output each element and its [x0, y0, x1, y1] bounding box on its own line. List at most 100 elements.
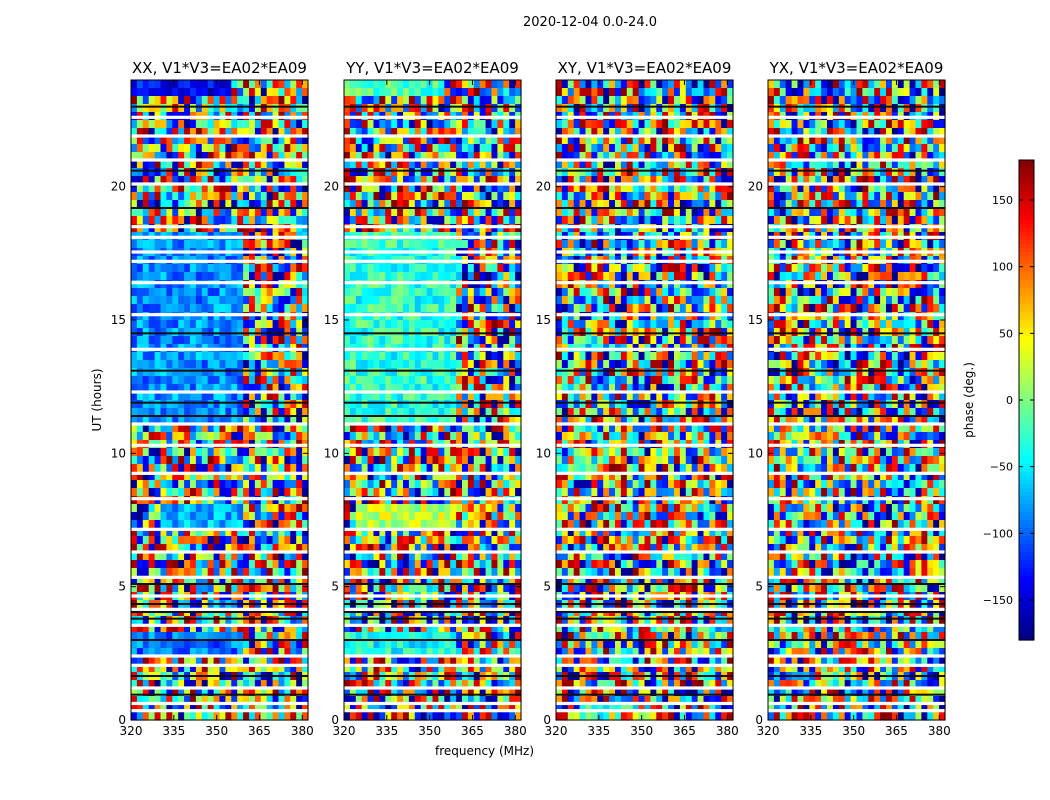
phase-cell: [420, 88, 428, 97]
phase-cell: [485, 536, 493, 545]
phase-cell: [190, 368, 197, 377]
phase-cell: [349, 384, 357, 393]
phase-cell: [432, 400, 439, 409]
phase-cell: [142, 704, 150, 713]
phase-cell: [426, 352, 434, 361]
phase-cell: [237, 712, 244, 721]
phase-cell: [272, 384, 280, 393]
phase-cell: [491, 504, 498, 513]
phase-cell: [462, 96, 469, 105]
phase-cell: [485, 392, 493, 401]
phase-cell: [432, 384, 439, 393]
phase-cell: [178, 688, 185, 697]
phase-cell: [154, 536, 162, 545]
phase-cell: [237, 688, 244, 697]
phase-cell: [213, 496, 221, 505]
phase-cell: [344, 632, 351, 641]
phase-cell: [166, 648, 173, 657]
phase-cell: [456, 696, 463, 705]
phase-cell: [178, 416, 185, 425]
phase-cell: [148, 408, 156, 417]
phase-cell: [397, 288, 404, 297]
phase-cell: [450, 696, 457, 705]
phase-cell: [231, 568, 238, 577]
phase-cell: [131, 304, 138, 313]
phase-cell: [491, 432, 498, 441]
phase-cell: [479, 192, 487, 201]
phase-cell: [444, 640, 451, 649]
phase-cell: [456, 296, 463, 305]
phase-cell: [462, 544, 469, 553]
phase-cell: [225, 224, 232, 233]
phase-cell: [485, 328, 493, 337]
phase-cell: [485, 584, 493, 593]
phase-cell: [703, 80, 710, 89]
phase-cell: [403, 320, 410, 329]
phase-cell: [207, 144, 215, 153]
phase-cell: [426, 448, 434, 457]
phase-cell: [272, 688, 280, 697]
phase-cell: [201, 264, 209, 273]
phase-cell: [290, 496, 297, 505]
phase-cell: [260, 424, 268, 433]
phase-cell: [515, 336, 522, 345]
phase-cell: [491, 368, 498, 377]
phase-cell: [254, 472, 262, 481]
phase-cell: [195, 648, 203, 657]
phase-cell: [479, 168, 487, 177]
phase-cell: [166, 120, 173, 129]
phase-cell: [515, 432, 522, 441]
phase-cell: [485, 568, 493, 577]
axes-frame: [343, 79, 522, 721]
phase-cell: [456, 216, 463, 225]
phase-cell: [160, 376, 167, 385]
phase-cell: [302, 368, 309, 377]
phase-cell: [391, 624, 398, 633]
phase-cell: [414, 568, 422, 577]
phase-cell: [426, 704, 434, 713]
phase-cell: [420, 560, 428, 569]
phase-cell: [195, 688, 203, 697]
phase-cell: [290, 528, 297, 537]
phase-cell: [403, 704, 410, 713]
phase-cell: [278, 640, 285, 649]
phase-cell: [219, 280, 226, 289]
phase-cell: [373, 336, 380, 345]
phase-cell: [272, 160, 280, 169]
phase-cell: [450, 448, 457, 457]
phase-cell: [148, 448, 156, 457]
phase-cell: [136, 544, 144, 553]
phase-cell: [426, 368, 434, 377]
phase-cell: [385, 312, 392, 321]
phase-cell: [249, 176, 256, 185]
phase-cell: [385, 632, 392, 641]
phase-cell: [391, 616, 398, 625]
phase-cell: [450, 152, 457, 161]
phase-cell: [172, 280, 179, 289]
phase-cell: [479, 512, 487, 521]
phase-cell: [432, 648, 439, 657]
phase-cell: [414, 152, 422, 161]
phase-cell: [344, 488, 351, 497]
phase-cell: [172, 680, 179, 689]
phase-cell: [403, 360, 410, 369]
phase-cell: [515, 272, 522, 281]
phase-cell: [456, 304, 463, 313]
phase-cell: [219, 560, 226, 569]
phase-cell: [497, 704, 504, 713]
phase-cell: [349, 360, 357, 369]
phase-cell: [243, 464, 250, 473]
phase-cell: [154, 272, 162, 281]
phase-cell: [497, 184, 504, 193]
phase-cell: [272, 488, 280, 497]
phase-cell: [385, 584, 392, 593]
phase-cell: [379, 568, 386, 577]
phase-cell: [467, 648, 475, 657]
phase-cell: [349, 152, 357, 161]
phase-cell: [243, 712, 250, 721]
phase-cell: [296, 648, 303, 657]
phase-cell: [237, 304, 244, 313]
phase-cell: [296, 512, 303, 521]
phase-cell: [438, 632, 445, 641]
phase-cell: [456, 688, 463, 697]
